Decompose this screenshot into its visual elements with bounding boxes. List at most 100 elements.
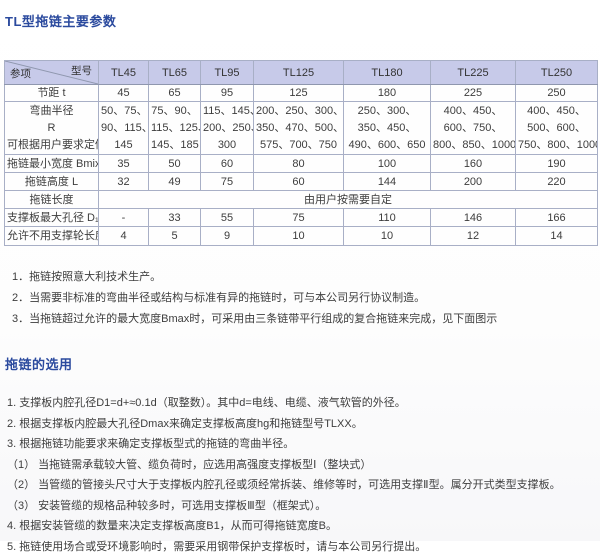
column-header: TL225 (431, 61, 516, 85)
table-corner-cell: 型号 参项 (5, 61, 99, 85)
table-row-no-support-wheel: 允许不用支撑轮长度 4 5 9 10 10 12 14 (5, 227, 598, 246)
selection-item: 2. 根据支撑板内腔最大孔径Dmax来确定支撑板高度hg和拖链型号TLXX。 (7, 414, 597, 435)
page-title: TL型拖链主要参数 (5, 11, 597, 30)
row-label: 拖链高度 L (5, 173, 99, 191)
column-header: TL65 (149, 61, 201, 85)
section-title-selection: 拖链的选用 (5, 354, 597, 373)
row-label: 支撑板最大孔径 D₁ (5, 209, 99, 227)
table-cell: 12 (431, 227, 516, 246)
table-header-row: 型号 参项 TL45 TL65 TL95 TL125 TL180 TL225 T… (5, 61, 598, 85)
note-item: 3．当拖链超过允许的最大宽度Bmax时，可采用由三条链带平行组成的复合拖链来完成… (12, 309, 597, 330)
column-header: TL95 (201, 61, 254, 85)
table-cell: 60 (201, 155, 254, 173)
table-row-bend-radius: 弯曲半径 R 可根据用户要求定做 50、75、 90、115、 145 75、9… (5, 102, 598, 155)
table-cell: 220 (516, 173, 598, 191)
row-label-line: 弯曲半径 (7, 103, 96, 120)
table-cell: 5 (149, 227, 201, 246)
table-cell: 65 (149, 85, 201, 102)
table-cell: 100 (344, 155, 431, 173)
column-header: TL250 (516, 61, 598, 85)
cell-line: 800、850、1000 (433, 137, 513, 154)
table-cell: 45 (99, 85, 149, 102)
table-cell: 35 (99, 155, 149, 173)
table-cell: 95 (201, 85, 254, 102)
table-cell: 110 (344, 209, 431, 227)
cell-line: 575、700、750 (256, 137, 341, 154)
table-cell: 190 (516, 155, 598, 173)
column-header: TL125 (254, 61, 344, 85)
cell-line: 200、250、 (203, 120, 251, 137)
note-item: 2．当需要非标准的弯曲半径或结构与标准有异的拖链时，可与本公司另行协议制造。 (12, 288, 597, 309)
table-cell: 400、450、 600、750、 800、850、1000 (431, 102, 516, 155)
cell-line: 200、250、300、 (256, 103, 341, 120)
cell-line: 750、800、1000 (518, 137, 595, 154)
table-cell-span: 由用户按需要自定 (99, 191, 598, 209)
cell-line: 115、145、 (203, 103, 251, 120)
table-cell: 400、450、 500、600、 750、800、1000 (516, 102, 598, 155)
table-row-pitch: 节距 t 45 65 95 125 180 225 250 (5, 85, 598, 102)
row-label: 拖链最小宽度 Bmix (5, 155, 99, 173)
cell-line: 350、450、 (346, 120, 428, 137)
selection-item: （2） 当管缆的管接头尺寸大于支撑板内腔孔径或须经常拆装、维修等时，可选用支撑Ⅱ… (7, 475, 597, 496)
cell-line: 600、750、 (433, 120, 513, 137)
row-label: 弯曲半径 R 可根据用户要求定做 (5, 102, 99, 155)
table-cell: - (99, 209, 149, 227)
table-cell: 55 (201, 209, 254, 227)
table-cell: 50、75、 90、115、 145 (99, 102, 149, 155)
table-cell: 60 (254, 173, 344, 191)
table-cell: 33 (149, 209, 201, 227)
table-row-max-hole: 支撑板最大孔径 D₁ - 33 55 75 110 146 166 (5, 209, 598, 227)
selection-item: （3） 安装管缆的规格品种较多时，可选用支撑板Ⅲ型（框架式）。 (7, 496, 597, 517)
table-cell: 32 (99, 173, 149, 191)
row-label-line: R (7, 120, 96, 137)
cell-line: 90、115、 (101, 120, 146, 137)
note-item: 1．拖链按照意大利技术生产。 (12, 267, 597, 288)
cell-line: 250、300、 (346, 103, 428, 120)
table-cell: 50 (149, 155, 201, 173)
cell-line: 300 (203, 137, 251, 154)
table-cell: 14 (516, 227, 598, 246)
table-cell: 75 (254, 209, 344, 227)
selection-item: 3. 根据拖链功能要求来确定支撑板型式的拖链的弯曲半径。 (7, 434, 597, 455)
row-label-line: 可根据用户要求定做 (7, 137, 96, 154)
table-cell: 200 (431, 173, 516, 191)
table-cell: 144 (344, 173, 431, 191)
table-row-min-width: 拖链最小宽度 Bmix 35 50 60 80 100 160 190 (5, 155, 598, 173)
table-cell: 80 (254, 155, 344, 173)
table-cell: 49 (149, 173, 201, 191)
table-row-height: 拖链高度 L 32 49 75 60 144 200 220 (5, 173, 598, 191)
table-cell: 180 (344, 85, 431, 102)
table-cell: 125 (254, 85, 344, 102)
selection-item: 4. 根据安装管缆的数量来决定支撑板高度B1，从而可得拖链宽度B。 (7, 516, 597, 537)
selection-item: 1. 支撑板内腔孔径D1=d+≈0.1d（取整数）。其中d=电线、电缆、液气软管… (7, 393, 597, 414)
cell-line: 115、125、 (151, 120, 198, 137)
table-cell: 166 (516, 209, 598, 227)
table-cell: 250、300、 350、450、 490、600、650 (344, 102, 431, 155)
cell-line: 400、450、 (518, 103, 595, 120)
row-label: 节距 t (5, 85, 99, 102)
table-cell: 115、145、 200、250、 300 (201, 102, 254, 155)
cell-line: 400、450、 (433, 103, 513, 120)
row-label: 拖链长度 (5, 191, 99, 209)
table-cell: 200、250、300、 350、470、500、 575、700、750 (254, 102, 344, 155)
column-header: TL180 (344, 61, 431, 85)
notes-list: 1．拖链按照意大利技术生产。 2．当需要非标准的弯曲半径或结构与标准有异的拖链时… (12, 267, 597, 330)
row-label: 允许不用支撑轮长度 (5, 227, 99, 246)
table-cell: 9 (201, 227, 254, 246)
corner-label-model: 型号 (71, 63, 92, 79)
selection-item: （1） 当拖链需承载较大管、缆负荷时，应选用高强度支撑板型Ⅰ（整块式） (7, 455, 597, 476)
column-header: TL45 (99, 61, 149, 85)
table-cell: 146 (431, 209, 516, 227)
cell-line: 50、75、 (101, 103, 146, 120)
cell-line: 145、185 (151, 137, 198, 154)
parameters-table: 型号 参项 TL45 TL65 TL95 TL125 TL180 TL225 T… (4, 60, 598, 246)
corner-label-param: 参项 (10, 66, 31, 82)
table-cell: 4 (99, 227, 149, 246)
cell-line: 490、600、650 (346, 137, 428, 154)
table-cell: 250 (516, 85, 598, 102)
cell-line: 350、470、500、 (256, 120, 341, 137)
table-cell: 75、90、 115、125、 145、185 (149, 102, 201, 155)
table-cell: 225 (431, 85, 516, 102)
cell-line: 75、90、 (151, 103, 198, 120)
